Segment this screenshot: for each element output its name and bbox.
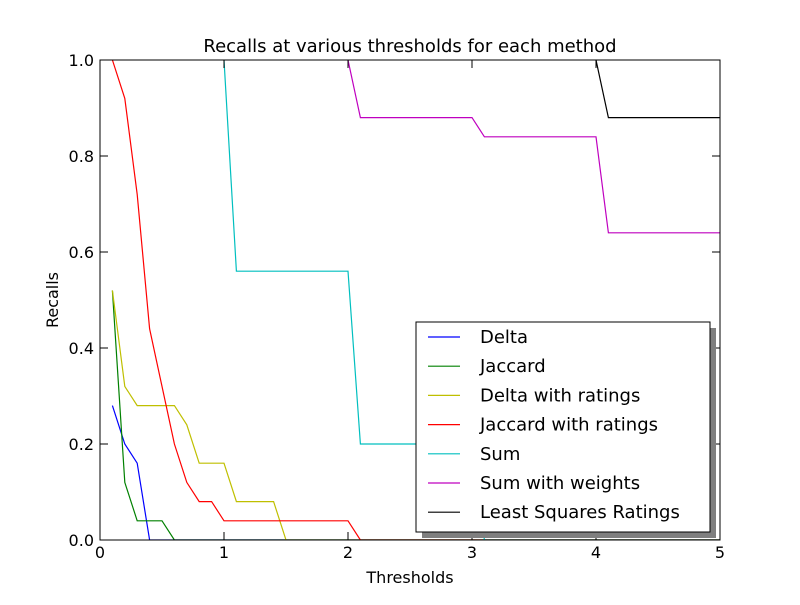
x-tick-label: 0 <box>95 543 105 562</box>
legend-label: Delta <box>480 327 528 348</box>
legend: Delta Jaccard Delta with ratings Jaccard wi… <box>415 321 716 538</box>
y-axis-label: Recalls <box>43 272 62 328</box>
x-tick-label: 3 <box>467 543 477 562</box>
y-tick-label: 0.0 <box>69 531 94 550</box>
x-tick-label: 2 <box>343 543 353 562</box>
legend-label: Least Squares Ratings <box>480 502 680 523</box>
x-tick-label: 5 <box>715 543 725 562</box>
legend-label: Sum <box>480 444 520 465</box>
series-line <box>223 60 720 540</box>
legend-box <box>415 321 711 533</box>
y-tick-label: 0.8 <box>69 147 94 166</box>
series-line <box>111 60 720 540</box>
plot-frame <box>99 59 721 541</box>
axis-ticks: 0 1 2 3 4 5 0.0 0.2 0.4 0.6 0.8 1.0 <box>69 51 726 562</box>
series-line <box>347 60 720 234</box>
legend-label: Sum with weights <box>480 473 640 494</box>
x-tick-label: 4 <box>591 543 601 562</box>
series-line <box>111 290 720 540</box>
x-axis-label: Thresholds <box>365 568 453 587</box>
legend-label: Jaccard with ratings <box>479 415 658 436</box>
x-tick-label: 1 <box>219 543 229 562</box>
legend-label: Jaccard <box>479 356 546 377</box>
y-tick-label: 0.4 <box>69 339 94 358</box>
y-tick-label: 0.6 <box>69 243 94 262</box>
chart-title: Recalls at various thresholds for each m… <box>203 36 616 57</box>
legend-label: Delta with ratings <box>480 385 640 406</box>
y-tick-label: 0.2 <box>69 435 94 454</box>
y-tick-label: 1.0 <box>69 51 94 70</box>
series-layer <box>111 60 720 540</box>
series-line <box>595 60 720 119</box>
series-line <box>111 405 720 540</box>
series-line <box>111 290 720 540</box>
